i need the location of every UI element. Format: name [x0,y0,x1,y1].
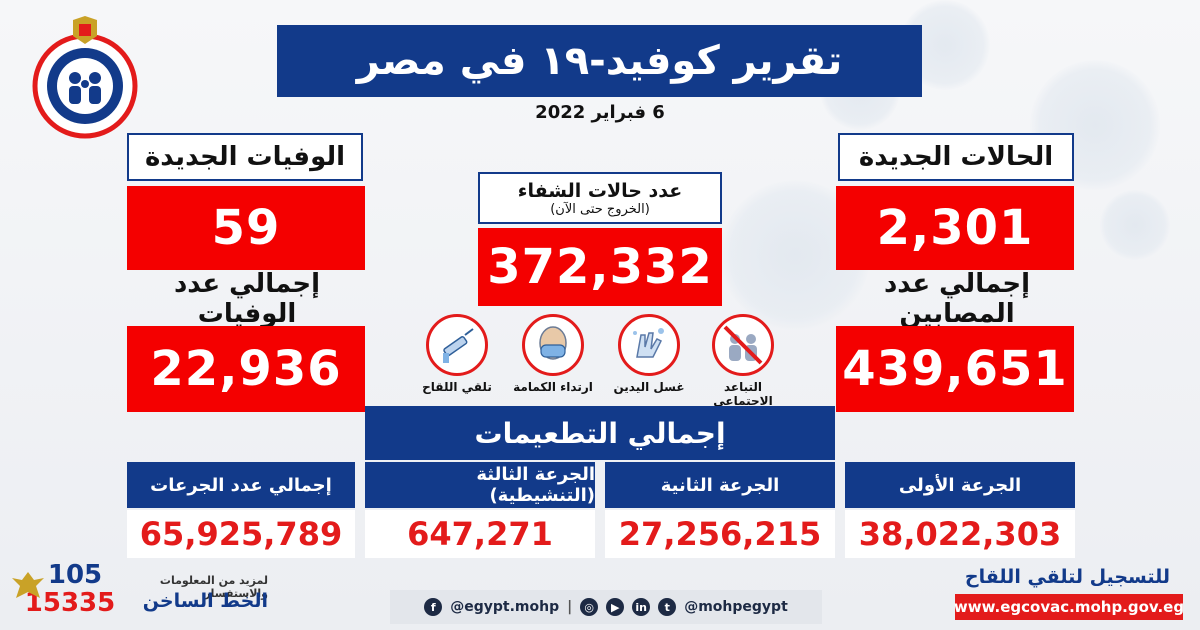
hotline-number-1[interactable]: 105 [47,560,103,590]
new-cases-value: 2,301 [876,200,1034,256]
total-deaths-value: 22,936 [150,341,342,397]
youtube-icon[interactable]: ▶ [606,598,625,616]
social-media-bar: f @egypt.mohp | ◎ ▶ in t @mohpegypt [390,590,822,624]
new-deaths-value: 59 [211,200,281,256]
precaution-label: تلقي اللقاح [422,380,492,394]
total-doses-label-box: إجمالي عدد الجرعات [127,462,355,508]
recovered-sublabel: (الخروج حتى الآن) [550,201,650,217]
vaccinations-title-banner: إجمالي التطعيمات [365,406,835,460]
social-handle-2[interactable]: @mohpegypt [684,599,788,615]
second-dose-value-box: 27,256,215 [605,510,835,558]
hand-wash-icon [618,314,680,376]
dose-value: 647,271 [407,515,553,553]
report-title-banner: تقرير كوفيد-١٩ في مصر [277,25,922,97]
second-dose-label-box: الجرعة الثانية [605,462,835,508]
dose-value: 27,256,215 [618,515,822,553]
page-title: تقرير كوفيد-١٩ في مصر [356,38,843,84]
total-cases-value: 439,651 [842,341,1068,397]
report-date: 6 فبراير 2022 [535,102,665,123]
facebook-icon[interactable]: f [424,598,443,616]
dose-label: الجرعة الثالثة (التنشيطية) [476,464,595,506]
social-distancing-icon [712,314,774,376]
face-mask-icon [522,314,584,376]
new-deaths-label-box: الوفيات الجديدة [127,133,363,181]
total-deaths-label: إجمالي عدد الوفيات [173,269,321,329]
dose-value: 38,022,303 [858,515,1062,553]
third-dose-value-box: 647,271 [365,510,595,558]
hotline-number-2[interactable]: 15335 [24,588,116,618]
dose-label: إجمالي عدد الجرعات [150,474,332,496]
linkedin-icon[interactable]: in [632,598,651,616]
dose-label: الجرعة الثانية [660,474,780,496]
dose-value: 65,925,789 [139,515,343,553]
new-cases-label-box: الحالات الجديدة [838,133,1074,181]
total-deaths-value-box: 22,936 [127,326,365,412]
precaution-vaccine: تلقي اللقاح [414,314,500,394]
first-dose-label-box: الجرعة الأولى [845,462,1075,508]
precaution-label: غسل اليدين [613,380,685,394]
recovered-label: عدد حالات الشفاء [517,179,683,202]
total-doses-value-box: 65,925,789 [127,510,355,558]
total-cases-label: إجمالي عدد المصابين [883,269,1031,329]
vaccinations-title: إجمالي التطعيمات [474,416,726,450]
new-deaths-label: الوفيات الجديدة [144,142,346,172]
eagle-emblem-icon [8,566,48,606]
twitter-icon[interactable]: t [658,598,677,616]
hotline-label-1: لمزيد من المعلومات والاستفسار [159,574,268,600]
register-label: للتسجيل لتلقي اللقاح [964,566,1170,588]
precaution-label: ارتداء الكمامة [513,380,593,394]
third-dose-label-box: الجرعة الثالثة (التنشيطية) [365,462,595,508]
precaution-label: التباعد الاجتماعي [713,380,773,408]
new-cases-value-box: 2,301 [836,186,1074,270]
vaccine-syringe-icon [426,314,488,376]
total-deaths-label-box: إجمالي عدد الوفيات [127,269,367,329]
precaution-hand-wash: غسل اليدين [606,314,692,394]
precaution-face-mask: ارتداء الكمامة [510,314,596,394]
virus-decoration [1100,190,1170,260]
recovered-value-box: 372,332 [478,228,722,306]
new-cases-label: الحالات الجديدة [858,142,1054,172]
total-cases-label-box: إجمالي عدد المصابين [836,269,1078,329]
ministry-logo [28,14,143,139]
divider: | [567,599,573,615]
first-dose-value-box: 38,022,303 [845,510,1075,558]
hotline-label-2: الخط الساخن [142,590,268,612]
social-handle-1[interactable]: @egypt.mohp [450,599,560,615]
recovered-value: 372,332 [487,239,713,295]
total-cases-value-box: 439,651 [836,326,1074,412]
precaution-social-distancing: التباعد الاجتماعي [700,314,786,408]
register-url[interactable]: www.egcovac.mohp.gov.eg [954,594,1184,620]
recovered-label-box: عدد حالات الشفاء (الخروج حتى الآن) [478,172,722,224]
dose-label: الجرعة الأولى [898,474,1022,496]
instagram-icon[interactable]: ◎ [580,598,599,616]
new-deaths-value-box: 59 [127,186,365,270]
